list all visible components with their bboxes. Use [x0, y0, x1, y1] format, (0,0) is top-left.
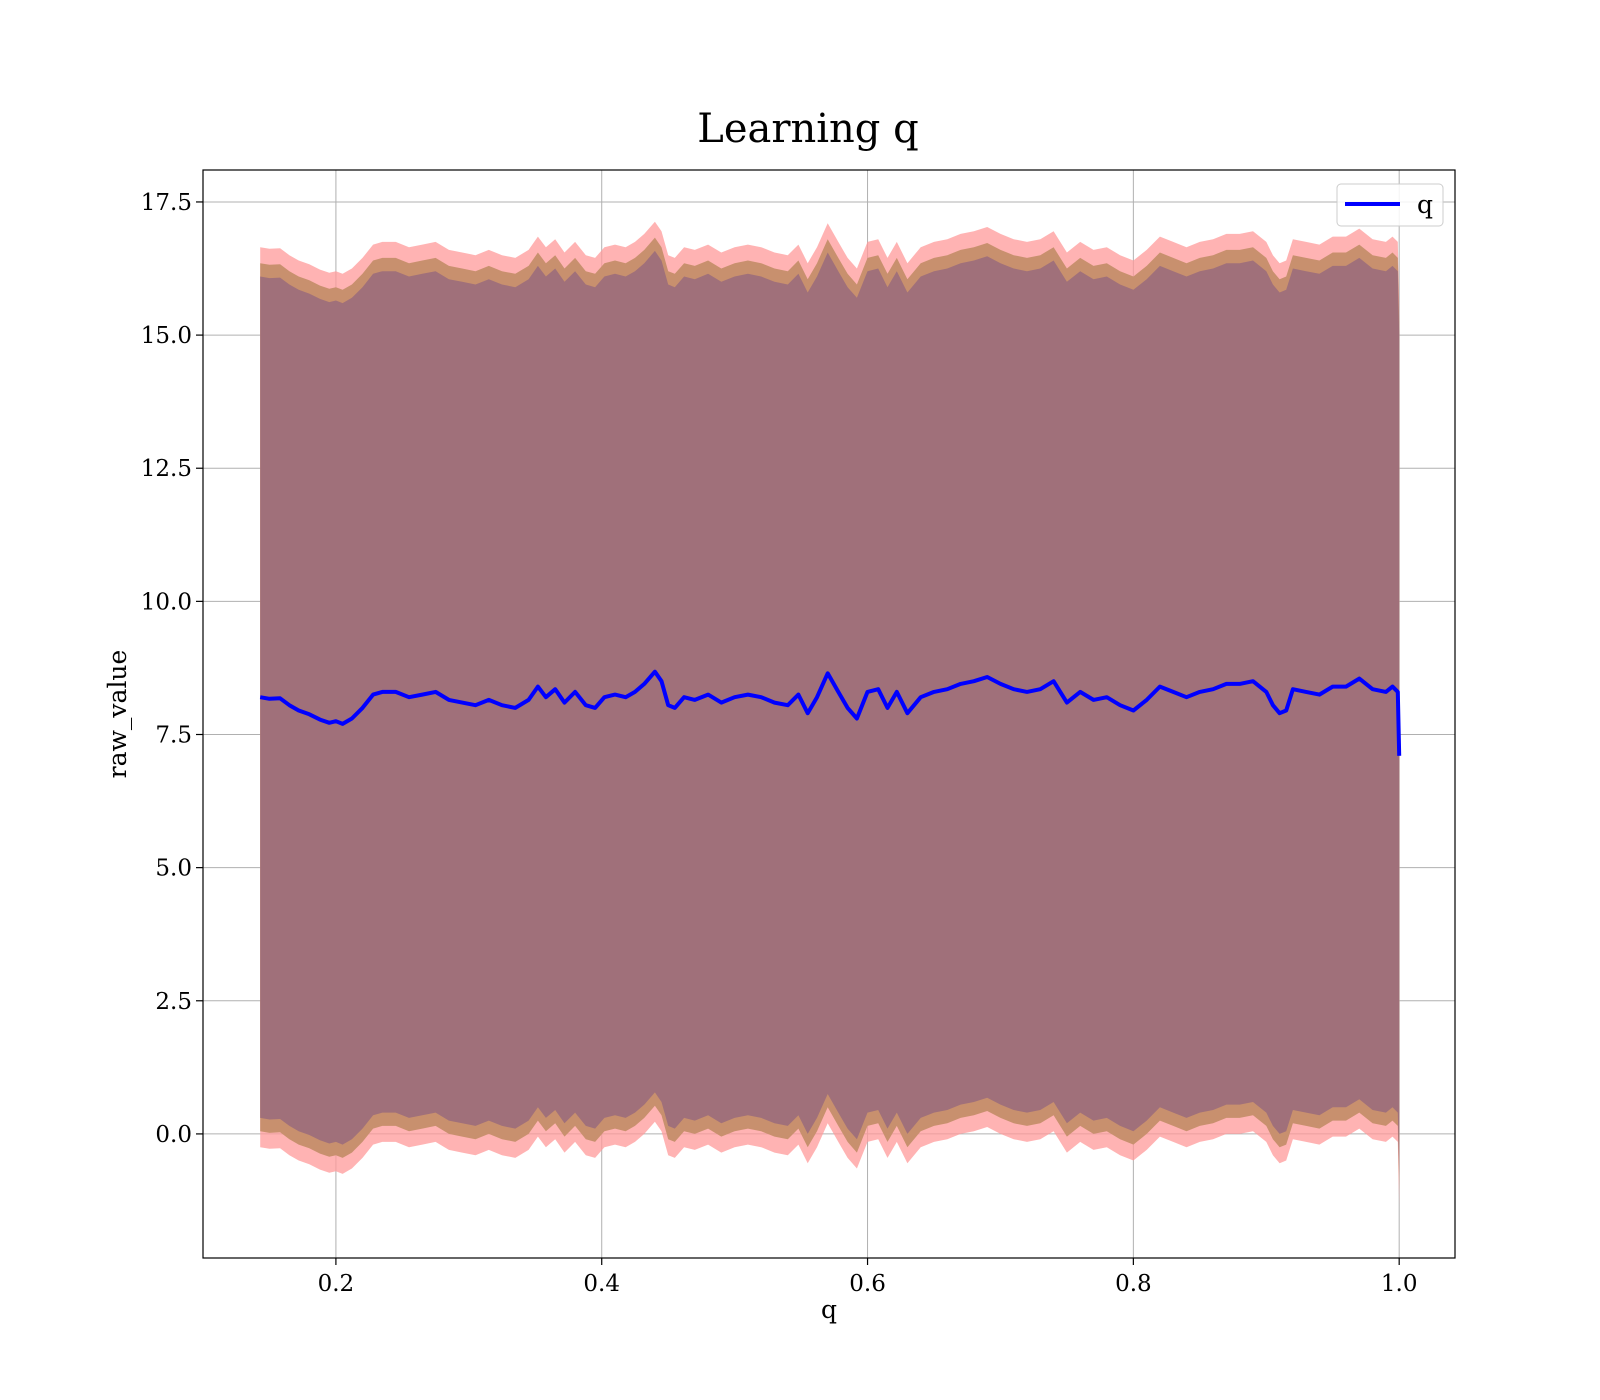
y-tick-label: 17.5	[141, 190, 192, 216]
confidence-bands	[260, 221, 1400, 1206]
y-tick-label: 5.0	[155, 856, 192, 882]
series-line-q	[259, 669, 1402, 756]
x-tick-label: 1.0	[1381, 1271, 1418, 1297]
legend-label-q: q	[1417, 190, 1433, 219]
legend: q	[1336, 183, 1444, 227]
x-tick-label: 0.4	[583, 1271, 620, 1297]
y-tick-label: 0.0	[155, 1122, 192, 1148]
y-tick-label: 12.5	[141, 456, 192, 482]
y-tick-label: 15.0	[141, 323, 192, 349]
plot-frame	[202, 169, 1456, 1259]
y-axis-label: raw_value	[103, 650, 132, 779]
x-tick-label: 0.8	[1115, 1271, 1152, 1297]
series-lines	[259, 669, 1402, 756]
x-axis-label: q	[821, 1295, 837, 1324]
confidence-band	[260, 250, 1400, 1177]
y-tick-label: 7.5	[155, 723, 192, 749]
chart-title: Learning q	[697, 106, 918, 152]
y-tick-label: 2.5	[155, 989, 192, 1015]
y-tick-label: 10.0	[141, 589, 192, 615]
x-tick-label: 0.2	[318, 1271, 355, 1297]
x-tick-label: 0.6	[849, 1271, 886, 1297]
axis-ticks: 0.2 0.4 0.6 0.8 1.0 0.0 2.5 5.0 7.5 10.0 12.5 15.0 1…	[141, 190, 1418, 1297]
